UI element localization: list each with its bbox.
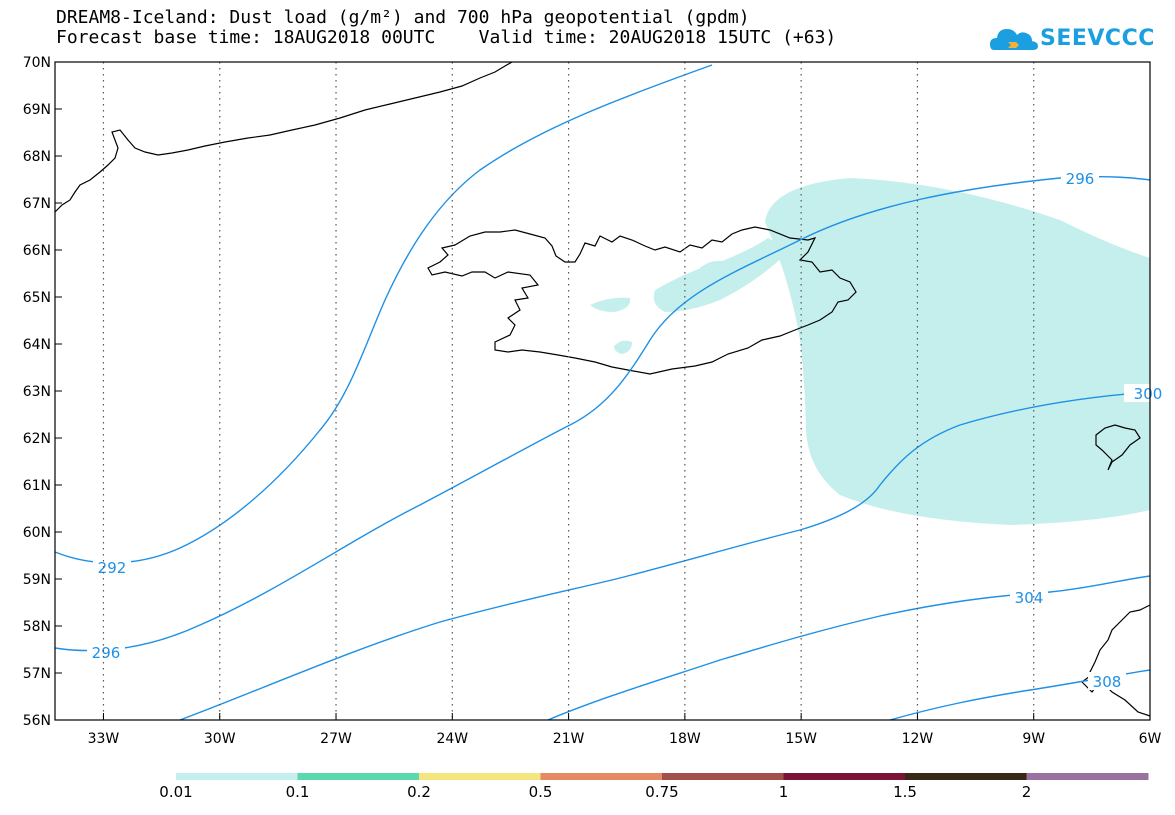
lat-label: 58N: [23, 619, 51, 635]
map-title: DREAM8-Iceland: Dust load (g/m²) and 700…: [56, 7, 750, 28]
cloud-icon: [990, 29, 1038, 50]
colorbar-label: 0.5: [528, 783, 553, 801]
greenland-coastline: [54, 61, 513, 213]
lat-label: 56N: [23, 713, 51, 729]
colorbar-segment: [419, 773, 541, 780]
lon-label: 15W: [785, 731, 817, 747]
colorbar-label: 1: [778, 783, 789, 801]
lat-label: 66N: [23, 243, 51, 259]
colorbar-label: 0.2: [407, 783, 431, 801]
lat-label: 70N: [23, 55, 51, 71]
dust-load-area: [590, 178, 1150, 525]
lat-label: 62N: [23, 431, 51, 447]
colorbar-segment: [662, 773, 784, 780]
faroe-islands: [1095, 424, 1141, 471]
lat-label: 68N: [23, 149, 51, 165]
longitude-axis: 33W 30W 27W 24W 21W 18W 15W 12W 9W 6W: [88, 713, 1162, 747]
geopotential-contours: [54, 64, 1151, 721]
contour-label-296-west: 296: [92, 644, 121, 662]
lon-label: 30W: [204, 731, 236, 747]
contour-label-300: 300: [1134, 385, 1163, 403]
colorbar-segment: [783, 773, 906, 780]
colorbar: [176, 773, 1149, 780]
lon-label: 6W: [1139, 731, 1162, 747]
contour-label-308: 308: [1093, 673, 1122, 691]
seevccc-logo: SEEVCCC: [988, 20, 1173, 60]
contour-label-296-east: 296: [1066, 170, 1095, 188]
colorbar-segment: [540, 773, 663, 780]
lon-label: 12W: [902, 731, 934, 747]
lat-label: 65N: [23, 290, 51, 306]
contour-label-304: 304: [1015, 589, 1044, 607]
logo-text: SEEVCCC: [1040, 26, 1155, 51]
lat-label: 69N: [23, 102, 51, 118]
lon-label: 33W: [88, 731, 120, 747]
lat-label: 59N: [23, 572, 51, 588]
colorbar-segment: [176, 773, 298, 780]
contour-label-292: 292: [98, 559, 127, 577]
lat-label: 61N: [23, 478, 51, 494]
scotland-coastline: [1089, 604, 1151, 717]
lon-label: 24W: [436, 731, 468, 747]
lat-label: 67N: [23, 196, 51, 212]
colorbar-label: 1.5: [893, 783, 917, 801]
latitude-axis: 56N 57N 58N 59N 60N 61N 62N 63N 64N 65N 66N 67N 68N 6…: [23, 55, 62, 729]
lon-label: 18W: [669, 731, 701, 747]
colorbar-label: 2: [1021, 783, 1032, 801]
lon-label: 9W: [1022, 731, 1045, 747]
lon-label: 21W: [553, 731, 585, 747]
lon-label: 27W: [320, 731, 352, 747]
lat-label: 57N: [23, 666, 51, 682]
contour-labels: 292 296 296 300 304 308: [87, 169, 1162, 691]
colorbar-label: 0.75: [645, 783, 679, 801]
forecast-time-info: Forecast base time: 18AUG2018 00UTC Vali…: [56, 27, 837, 48]
colorbar-label: 0.1: [285, 783, 310, 801]
colorbar-segment: [297, 773, 420, 780]
lat-label: 63N: [23, 384, 51, 400]
colorbar-segment: [905, 773, 1027, 780]
lat-label: 64N: [23, 337, 51, 353]
lat-label: 60N: [23, 525, 51, 541]
colorbar-label: 0.01: [159, 783, 193, 801]
colorbar-segment: [1026, 773, 1149, 780]
